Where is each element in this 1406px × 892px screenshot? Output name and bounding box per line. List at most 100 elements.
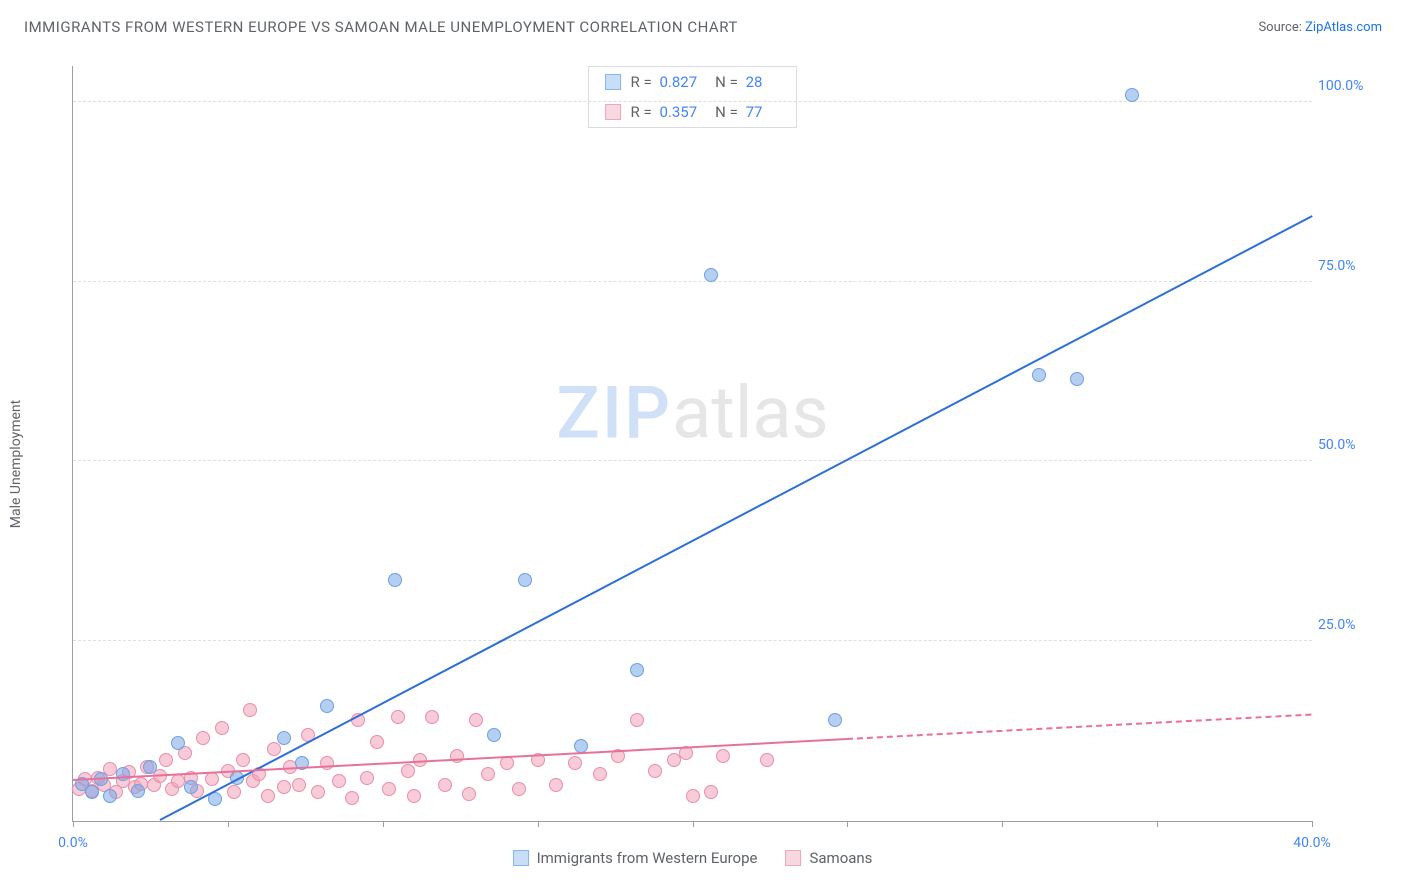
data-point (320, 756, 334, 770)
data-point (215, 721, 229, 735)
source-link[interactable]: ZipAtlas.com (1305, 20, 1382, 35)
r-value-blue: 0.827 (659, 73, 697, 91)
data-point (236, 753, 250, 767)
data-point (1125, 88, 1139, 102)
data-point (332, 774, 346, 788)
data-point (593, 767, 607, 781)
data-point (261, 789, 275, 803)
source-attribution: Source: ZipAtlas.com (1258, 20, 1382, 35)
y-tick-label: 25.0% (1318, 617, 1376, 633)
x-tick-mark (538, 821, 539, 827)
data-point (425, 710, 439, 724)
data-point (549, 778, 563, 792)
regression-line (847, 714, 1312, 740)
data-point (1070, 372, 1084, 386)
y-tick-label: 100.0% (1318, 78, 1376, 94)
x-tick-mark (847, 821, 848, 827)
data-point (205, 772, 219, 786)
legend-swatch-pink (785, 850, 801, 866)
plot-area: ZIPatlas R = 0.827N = 28 R = 0.357N = 77… (72, 66, 1312, 822)
series-legend-item: Immigrants from Western Europe (513, 849, 758, 867)
data-point (630, 713, 644, 727)
x-tick-mark (228, 821, 229, 827)
watermark: ZIPatlas (556, 371, 828, 456)
watermark-zip: ZIP (556, 371, 672, 456)
chart-title: IMMIGRANTS FROM WESTERN EUROPE VS SAMOAN… (24, 18, 738, 36)
data-point (648, 764, 662, 778)
data-point (500, 756, 514, 770)
data-point (450, 749, 464, 763)
data-point (568, 756, 582, 770)
data-point (196, 731, 210, 745)
data-point (438, 778, 452, 792)
x-tick-label: 0.0% (58, 835, 88, 851)
n-value-pink: 77 (746, 103, 763, 121)
x-tick-mark (73, 821, 74, 827)
data-point (143, 760, 157, 774)
data-point (391, 710, 405, 724)
y-tick-label: 50.0% (1318, 437, 1376, 453)
data-point (1032, 368, 1046, 382)
data-point (760, 753, 774, 767)
data-point (292, 778, 306, 792)
data-point (630, 663, 644, 677)
gridline-h (73, 460, 1312, 461)
data-point (85, 785, 99, 799)
data-point (131, 784, 145, 798)
chart-container: Male Unemployment ZIPatlas R = 0.827N = … (24, 56, 1382, 872)
data-point (574, 739, 588, 753)
data-point (407, 789, 421, 803)
chart-header: IMMIGRANTS FROM WESTERN EUROPE VS SAMOAN… (0, 0, 1406, 48)
data-point (159, 753, 173, 767)
data-point (401, 764, 415, 778)
series-label-blue: Immigrants from Western Europe (537, 849, 758, 867)
watermark-atlas: atlas (672, 371, 829, 456)
gridline-h (73, 281, 1312, 282)
data-point (487, 728, 501, 742)
data-point (462, 787, 476, 801)
data-point (116, 767, 130, 781)
x-tick-mark (693, 821, 694, 827)
data-point (518, 573, 532, 587)
series-legend: Immigrants from Western Europe Samoans (513, 849, 873, 867)
data-point (320, 699, 334, 713)
series-label-pink: Samoans (809, 849, 872, 867)
r-value-pink: 0.357 (659, 103, 697, 121)
data-point (277, 731, 291, 745)
legend-swatch-blue (605, 74, 621, 90)
data-point (704, 785, 718, 799)
data-point (184, 780, 198, 794)
data-point (370, 735, 384, 749)
correlation-legend: R = 0.827N = 28 R = 0.357N = 77 (588, 66, 798, 128)
y-axis-label: Male Unemployment (8, 400, 24, 528)
legend-swatch-pink (605, 104, 621, 120)
data-point (382, 782, 396, 796)
data-point (704, 268, 718, 282)
gridline-h (73, 101, 1312, 102)
data-point (243, 703, 257, 717)
data-point (388, 573, 402, 587)
x-tick-mark (383, 821, 384, 827)
data-point (171, 736, 185, 750)
gridline-h (73, 640, 1312, 641)
correlation-legend-row: R = 0.827N = 28 (589, 67, 797, 97)
legend-swatch-blue (513, 850, 529, 866)
data-point (277, 780, 291, 794)
data-point (227, 785, 241, 799)
data-point (311, 785, 325, 799)
data-point (360, 771, 374, 785)
data-point (345, 791, 359, 805)
data-point (716, 749, 730, 763)
x-tick-mark (1312, 821, 1313, 827)
x-tick-label: 40.0% (1293, 835, 1331, 851)
data-point (481, 767, 495, 781)
data-point (828, 713, 842, 727)
series-legend-item: Samoans (785, 849, 872, 867)
n-value-blue: 28 (746, 73, 763, 91)
source-label: Source: (1258, 20, 1301, 35)
data-point (512, 782, 526, 796)
data-point (469, 713, 483, 727)
data-point (686, 789, 700, 803)
regression-line (159, 215, 1312, 821)
x-tick-mark (1002, 821, 1003, 827)
